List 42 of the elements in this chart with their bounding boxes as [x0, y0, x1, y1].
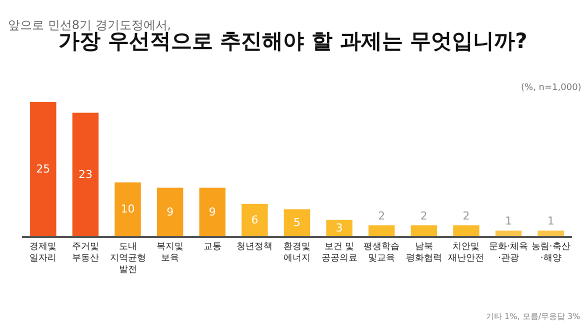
data-label: 1: [505, 214, 512, 228]
data-label: 1: [547, 214, 554, 228]
x-tick-label: 치안및 재난안전: [448, 242, 484, 264]
data-label: 2: [378, 209, 386, 222]
x-tick-label: 경제및 일자리: [30, 242, 57, 264]
x-tick-label: 보건 및 공공의료: [321, 242, 358, 264]
x-tick-label: 평생학습 및교육: [364, 242, 400, 264]
bar: [72, 112, 99, 236]
data-label: 6: [251, 213, 258, 226]
bar: [284, 209, 310, 236]
bar: [368, 225, 395, 236]
x-tick-label: 환경및 에너지: [284, 242, 310, 264]
x-tick-label: 남북 평화협력: [406, 242, 442, 264]
data-label: 5: [294, 216, 300, 230]
data-label: 2: [420, 209, 428, 222]
data-label: 9: [208, 205, 216, 218]
bar: [242, 204, 268, 236]
x-tick-label: 문화·체육 ·관광: [489, 242, 528, 264]
bar: [453, 225, 480, 236]
x-tick-label: 주거및 부동산: [72, 242, 99, 264]
chart-subtitle: 앞으로 민선8기 경기도정에서,: [8, 18, 172, 32]
data-label: 3: [336, 221, 343, 234]
data-label: 10: [120, 202, 135, 216]
data-label: 23: [78, 168, 92, 181]
bar: [495, 230, 522, 236]
x-tick-label: 교통: [203, 242, 222, 252]
bar: [114, 182, 141, 236]
bar: [199, 188, 226, 236]
data-label: 25: [36, 162, 50, 176]
bar: [538, 230, 564, 236]
data-label: 9: [166, 205, 174, 218]
x-tick-label: 농림·축산 ·해양: [531, 242, 570, 264]
bar: [410, 225, 438, 236]
x-tick-label: 도내 지역균형 발전: [110, 242, 146, 276]
text: 기타 1%, 모름/무응답 3%: [486, 312, 581, 321]
text: (%, n=1,000): [521, 83, 582, 93]
data-label: 2: [462, 209, 470, 222]
bar: [326, 220, 352, 236]
bar: [156, 188, 184, 236]
x-tick-label: 청년정책: [236, 242, 273, 252]
x-tick-label: 복지및 보육: [156, 242, 184, 264]
bar: [30, 102, 56, 236]
